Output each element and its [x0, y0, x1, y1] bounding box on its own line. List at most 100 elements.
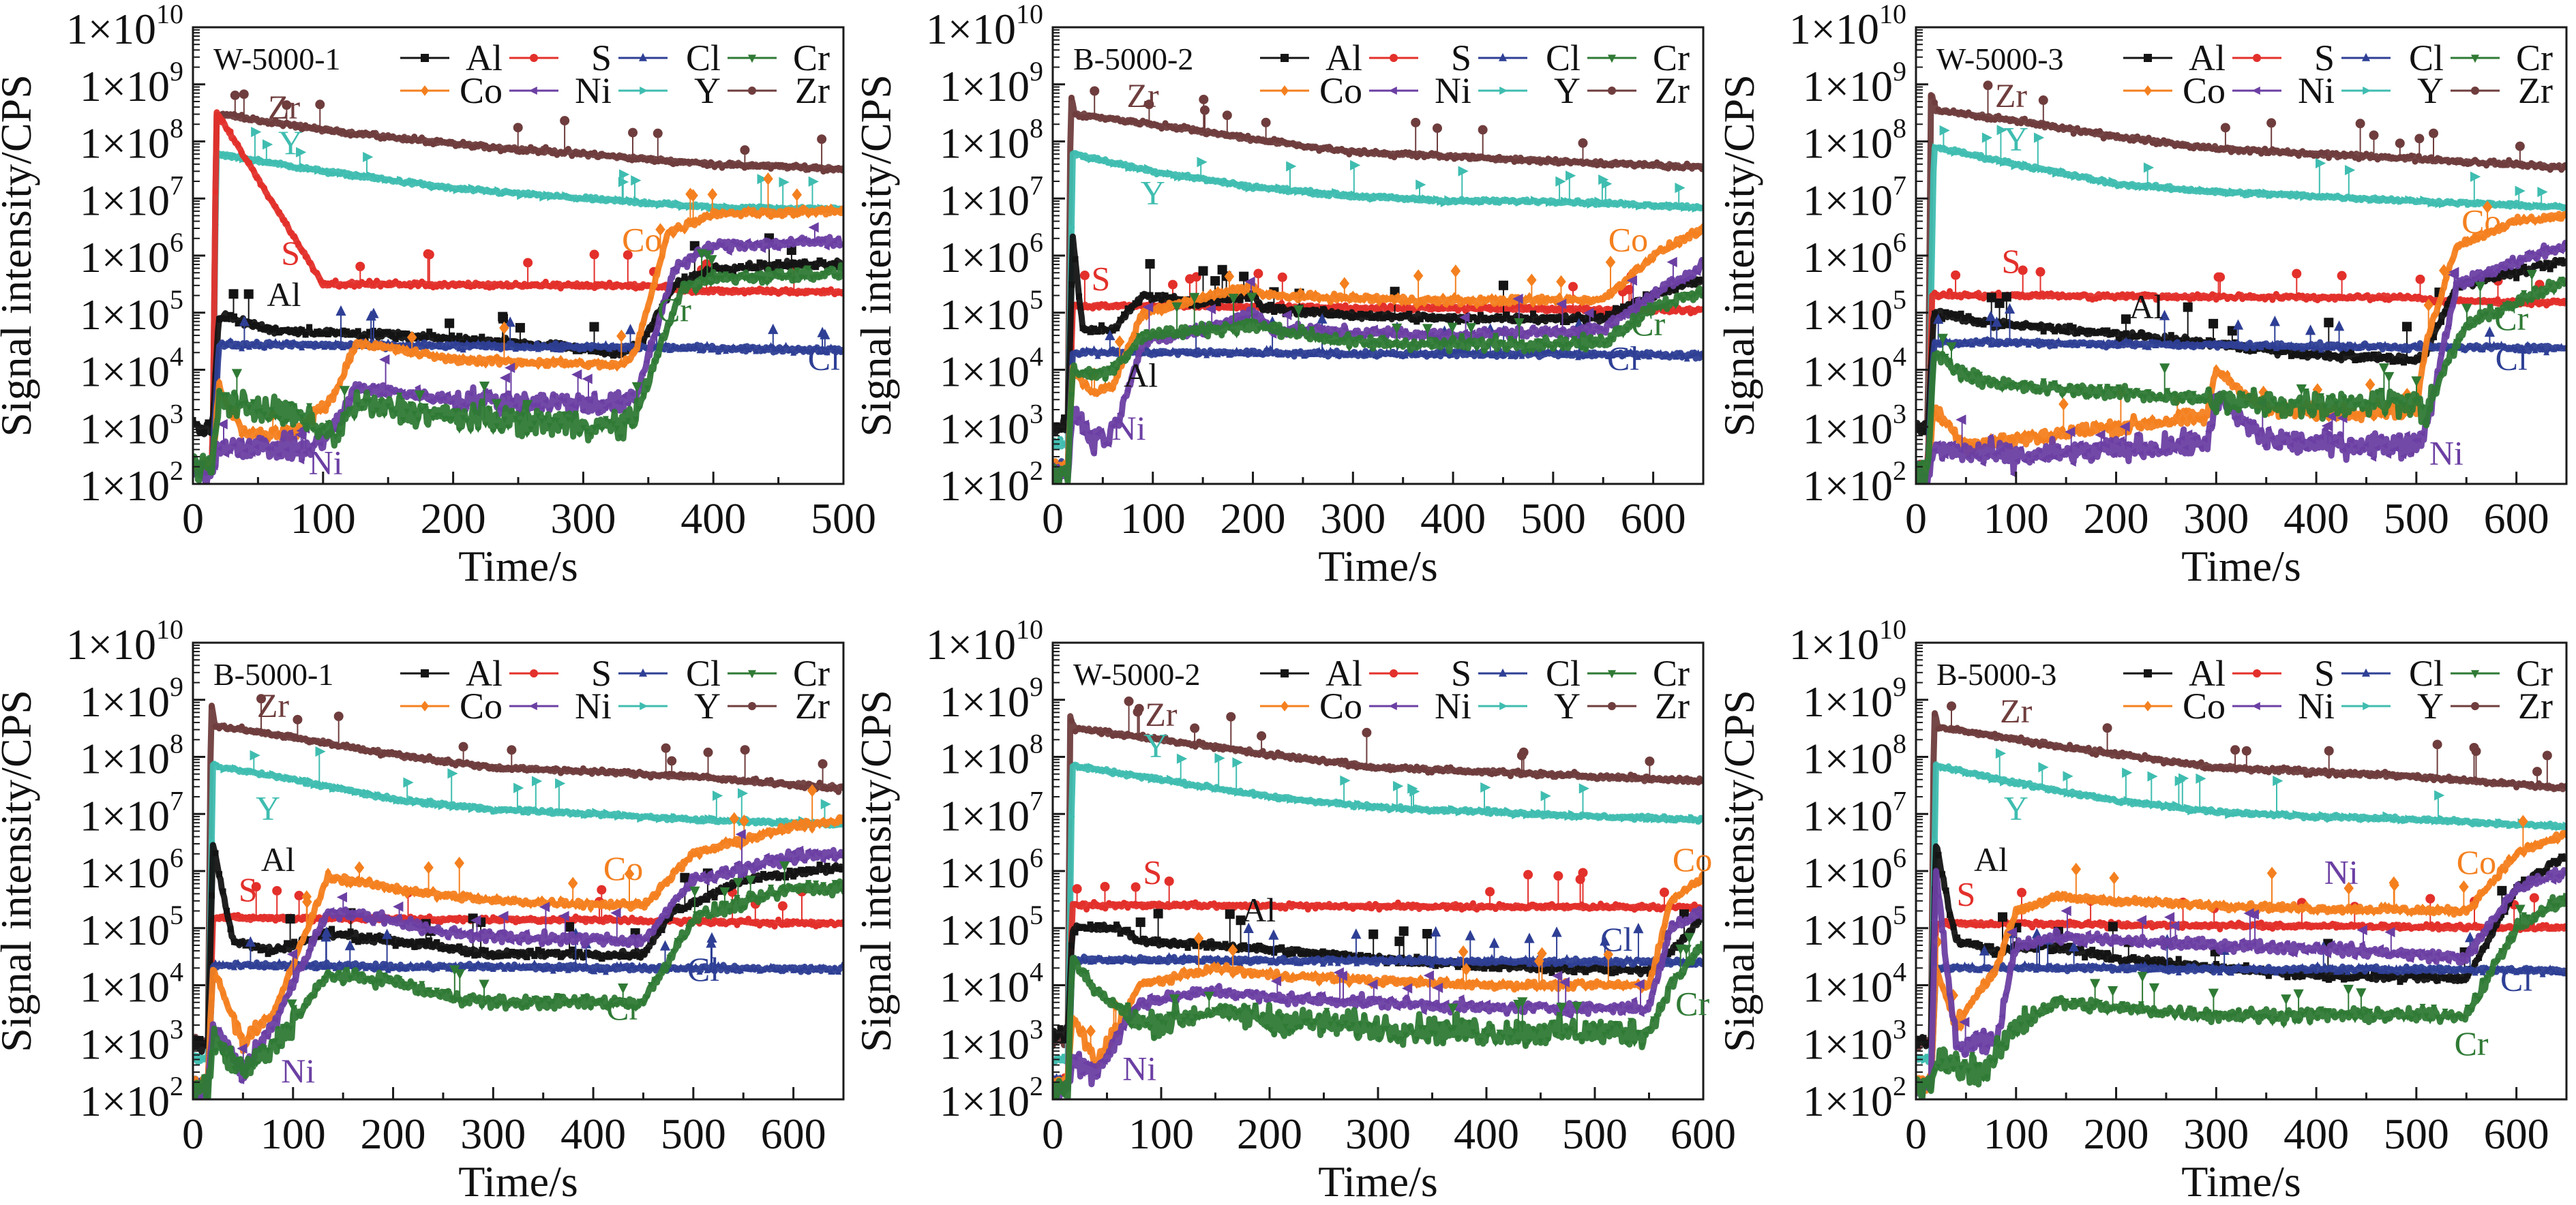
series-spikes-co [1932, 814, 2528, 1018]
series-cr [1916, 892, 2566, 1099]
series-y [1053, 752, 1703, 1065]
legend-label: Al [1326, 37, 1362, 78]
y-axis-title: Signal intensity/CPS [0, 74, 40, 437]
x-tick-label: 300 [460, 1110, 526, 1158]
y-tick-exponent: 6 [1030, 842, 1043, 873]
series-y [1053, 149, 1703, 451]
x-tick-label: 200 [2084, 1110, 2149, 1158]
series-spikes-co [301, 784, 818, 931]
x-tick-label: 100 [290, 494, 356, 543]
y-tick-mantissa: 1×10 [1803, 62, 1893, 110]
legend-label: Cl [1546, 37, 1581, 78]
y-tick-exponent: 9 [170, 671, 183, 702]
y-tick-exponent: 2 [1030, 1071, 1043, 1101]
series-annotation-co: Co [603, 849, 643, 887]
legend-label: S [2314, 37, 2335, 78]
y-tick-mantissa: 1×10 [1803, 233, 1893, 281]
y-tick-mantissa: 1×10 [1803, 119, 1893, 168]
legend: Al S Cl Cr Co Ni Y Zr [400, 37, 830, 111]
panel-title: W-5000-2 [1073, 657, 1201, 692]
y-tick-exponent: 7 [1030, 170, 1043, 200]
series-annotation-zr: Zr [257, 686, 290, 724]
legend-marker-circle-icon [1390, 669, 1398, 677]
legend-label: Al [466, 653, 503, 694]
plot-area [1916, 80, 2566, 484]
series-annotation-zr: Zr [268, 88, 301, 126]
legend-marker-circle-icon [1390, 54, 1398, 62]
y-tick-exponent: 7 [1893, 170, 1906, 200]
y-tick-mantissa: 1×10 [940, 62, 1030, 110]
legend: Al S Cl Cr Co Ni Y Zr [1260, 37, 1690, 111]
series-annotation-cr: Cr [657, 291, 691, 329]
series-annotation-al: Al [1124, 356, 1158, 395]
legend-item-s: S [1369, 653, 1471, 694]
y-tick-label: 1×102 [940, 1071, 1043, 1125]
x-tick-label: 300 [1320, 494, 1386, 543]
legend-label: Y [2417, 70, 2444, 111]
series-spikes-cl [1933, 303, 2496, 348]
y-tick-mantissa: 1×10 [940, 791, 1030, 840]
x-tick-label: 500 [661, 1110, 726, 1158]
legend-marker-diamond-icon [2144, 701, 2152, 712]
y-tick-exponent: 7 [170, 785, 183, 816]
series-annotation-cr: Cr [2455, 1024, 2489, 1063]
panel-title: W-5000-1 [213, 42, 341, 76]
y-tick-label: 1×106 [80, 842, 183, 897]
y-tick-exponent: 8 [1030, 729, 1043, 759]
series-zr [193, 694, 843, 1050]
y-tick-mantissa: 1×10 [940, 176, 1030, 224]
legend-item-y: Y [1478, 686, 1581, 727]
y-tick-mantissa: 1×10 [1803, 461, 1893, 510]
series-cr [193, 249, 843, 484]
y-tick-label: 1×102 [940, 455, 1043, 510]
legend-marker-triangle-left-icon [2251, 87, 2260, 95]
y-tick-exponent: 8 [1893, 113, 1906, 144]
legend-marker-triangle-down-icon [1608, 670, 1616, 679]
series-spikes-y [1176, 752, 1589, 817]
legend-label: Y [694, 686, 721, 727]
series-annotation-cl: Cl [1600, 920, 1632, 958]
y-tick-mantissa: 1×10 [1803, 791, 1893, 840]
y-tick-mantissa: 1×10 [940, 963, 1030, 1011]
legend-item-co: Co [2123, 686, 2226, 727]
legend-item-cr: Cr [1587, 37, 1690, 78]
y-tick-label: 1×107 [1803, 785, 1906, 840]
legend-marker-triangle-left-icon [1388, 87, 1397, 95]
legend-marker-square-icon [421, 669, 429, 677]
y-tick-mantissa: 1×10 [80, 404, 170, 453]
y-tick-mantissa: 1×10 [940, 1020, 1030, 1068]
legend-marker-triangle-right-icon [2363, 87, 2371, 95]
series-y [193, 127, 843, 474]
series-markers-cl [193, 958, 843, 1088]
y-tick-label: 1×108 [1803, 729, 1906, 783]
y-tick-mantissa: 1×10 [1803, 735, 1893, 783]
y-tick-mantissa: 1×10 [926, 620, 1016, 669]
y-tick-mantissa: 1×10 [940, 290, 1030, 339]
y-tick-label: 1×109 [940, 671, 1043, 726]
plot-area [1053, 86, 1703, 484]
series-spikes-co [1085, 932, 1614, 1054]
legend-label: Y [694, 70, 721, 111]
series-annotation-s: S [1956, 874, 1975, 913]
legend-item-zr: Zr [1587, 686, 1690, 727]
legend-item-s: S [2232, 37, 2335, 78]
series-spikes-cr [1169, 932, 1695, 1033]
y-tick-exponent: 5 [1893, 900, 1906, 930]
y-tick-exponent: 8 [170, 113, 183, 144]
y-tick-label: 1×104 [940, 341, 1043, 396]
series-spikes-zr [1983, 80, 2525, 165]
legend-marker-triangle-left-icon [1388, 702, 1397, 710]
series-annotation-cl: Cl [2500, 960, 2532, 998]
series-cr [1916, 270, 2566, 484]
x-tick-label: 0 [1905, 1110, 1927, 1158]
series-spikes-cr [1937, 270, 2537, 404]
x-tick-label: 0 [182, 494, 204, 543]
legend-label: Y [1554, 686, 1581, 727]
legend-marker-circle-icon [530, 54, 538, 62]
series-annotation-zr: Zr [1126, 76, 1159, 115]
legend-item-co: Co [2123, 70, 2226, 111]
x-tick-label: 600 [2484, 1110, 2549, 1158]
y-tick-exponent: 3 [1893, 398, 1906, 429]
legend-item-co: Co [400, 70, 503, 111]
x-tick-label: 0 [1042, 1110, 1064, 1158]
